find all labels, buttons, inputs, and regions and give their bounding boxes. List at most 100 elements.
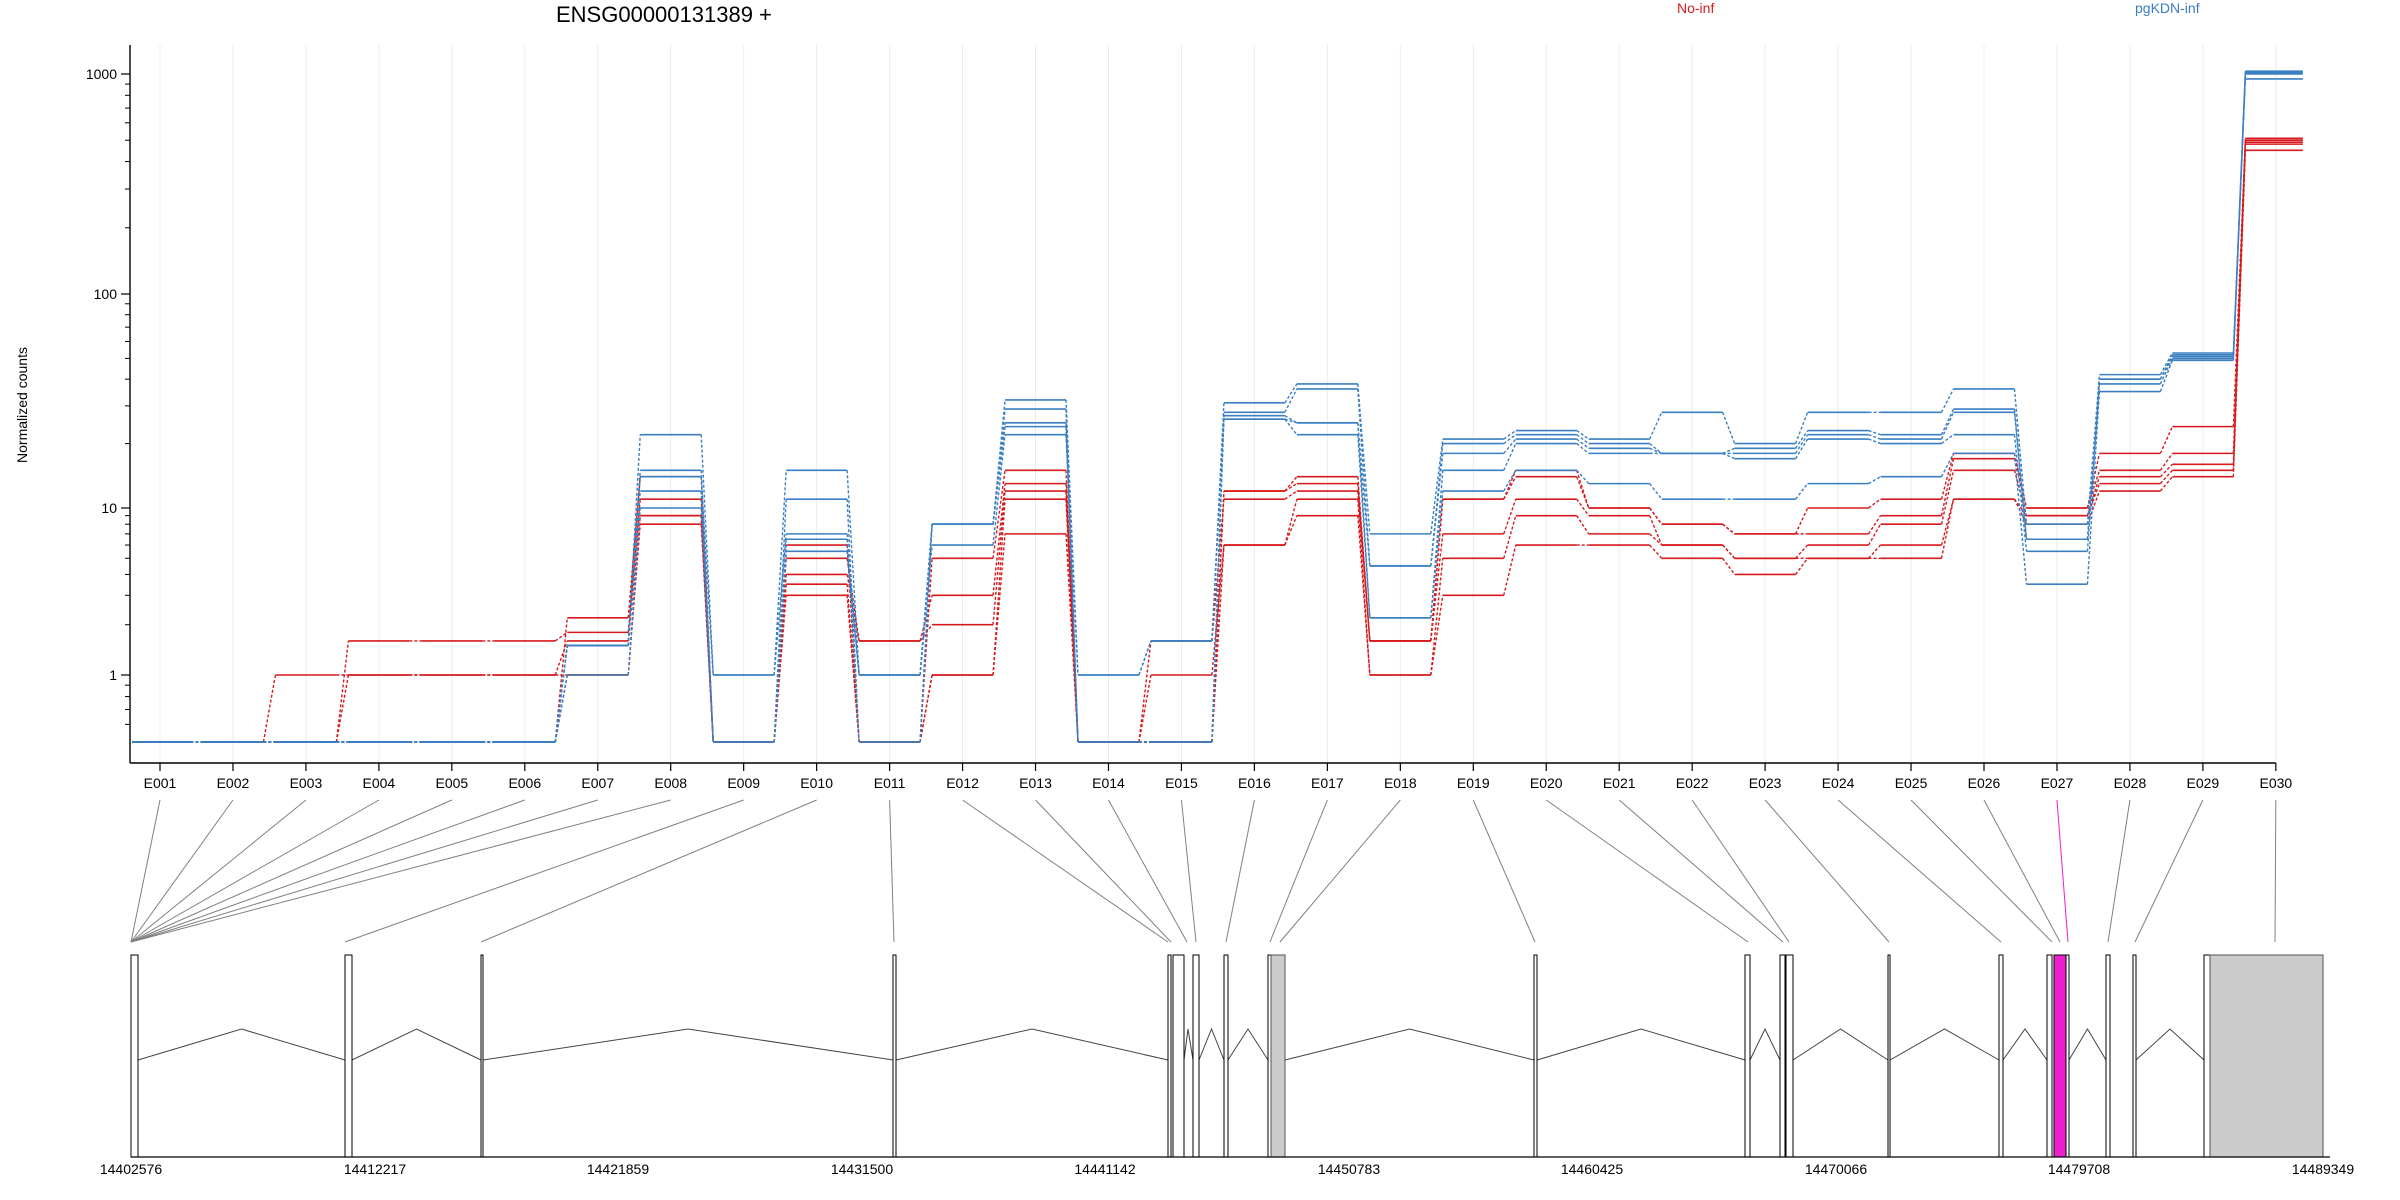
series-9-transition [2086,374,2101,525]
series-6-transition [773,539,787,743]
series-8-transition [700,470,714,743]
intron-line [1889,1028,2000,1061]
exon-connector [962,799,1169,943]
series-9-transition [1940,388,1955,413]
series-4-transition [1357,476,1371,641]
series-0-transition [1722,557,1736,575]
series-9-transition [1576,430,1590,440]
x-tick-label: E007 [581,775,614,791]
intron-line [1227,1028,1269,1061]
intron-line [1284,1028,1535,1061]
series-8-transition [1503,434,1517,445]
x-tick-label: E012 [946,775,979,791]
series-9-transition [773,470,787,676]
exon-box [1998,954,2004,1158]
series-5-transition [2086,391,2101,585]
x-tick-label: E018 [1384,775,1417,791]
series-9-transition [1357,383,1371,534]
series-7-transition [1503,438,1517,454]
series-6-transition [1941,434,1954,445]
y-tick-label: 100 [94,286,118,302]
x-tick-label: E025 [1895,775,1928,791]
series-0-transition [262,674,277,743]
series-5-transition [846,551,860,676]
legend-entry-pgkdn-inf: pgKDN-inf [2135,0,2200,16]
series-9-transition [992,399,1006,525]
exon-connector [1180,799,1197,943]
intron-line [1536,1028,1746,1061]
exon-connector [344,799,744,943]
series-2-transition [1138,640,1152,743]
series-2-transition [1795,544,1809,559]
series-4-transition [627,476,641,618]
series-4-transition [2232,138,2247,427]
series-6-transition [2159,358,2174,385]
x-tick-label: E019 [1457,775,1490,791]
x-tick-label: E015 [1165,775,1198,791]
exon-box [1887,954,1891,1158]
series-4-transition [2086,453,2101,509]
series-9-transition [627,434,641,646]
exon-connector [1910,799,2053,943]
series-4-transition [1430,499,1444,641]
series-8-transition [1722,447,1735,455]
series-1-transition [1284,498,1298,546]
genomic-coordinate-label: 14402576 [100,1161,163,1177]
series-5-transition [1795,483,1809,500]
intron-line [1792,1028,1889,1061]
x-tick-label: E030 [2259,775,2292,791]
series-5-transition [1503,469,1517,492]
intron-line [482,1028,894,1061]
x-tick-label: E026 [1968,775,2001,791]
series-8-transition [1649,443,1663,454]
y-axis-label: Normalized counts [14,347,30,463]
exon-connector [2274,799,2277,943]
series-0-transition [1357,515,1371,676]
series-2-transition [2013,470,2028,516]
series-9-transition [700,434,714,676]
exon-box [344,954,353,1158]
exon-connector [1269,799,1328,943]
series-2-transition [1503,498,1517,535]
series-9-transition [1284,383,1298,404]
x-tick-label: E022 [1676,775,1709,791]
series-8-transition [919,524,933,743]
series-4-transition [2159,426,2174,454]
exon-connector [1279,799,1401,943]
exon-box [1785,954,1794,1158]
x-tick-label: E002 [217,775,250,791]
series-6-transition [1722,452,1735,460]
series-8-transition [1284,388,1298,413]
series-3-transition [2232,140,2247,454]
series-9-transition [2232,71,2247,354]
series-3-transition [2159,452,2173,471]
series-4-transition [1868,498,1881,509]
series-7-transition [1284,415,1298,424]
series-0-transition [992,533,1006,676]
x-tick-label: E008 [654,775,687,791]
exon-connector [1983,799,2061,943]
y-tick-label: 1000 [86,66,117,82]
x-tick-label: E013 [1019,775,1052,791]
exon-connector [130,799,380,943]
exon-connector [1225,799,1255,943]
x-tick-label: E004 [363,775,396,791]
exon-connector [1108,799,1188,943]
series-8-transition [1357,388,1371,566]
series-5-transition [2013,453,2028,585]
series-0-transition [773,595,787,743]
x-tick-label: E009 [727,775,760,791]
x-tick-label: E016 [1238,775,1271,791]
series-9-transition [1065,399,1079,676]
series-1-transition [1868,544,1882,559]
exon-connector [1035,799,1172,943]
series-6-transition [1357,422,1371,618]
exon-connector [130,799,161,943]
series-9-transition [2013,388,2028,525]
genomic-coordinate-label: 14489349 [2292,1161,2355,1177]
series-0-transition [2159,476,2173,492]
exon-connector [130,799,453,943]
exon-box [2132,954,2137,1158]
